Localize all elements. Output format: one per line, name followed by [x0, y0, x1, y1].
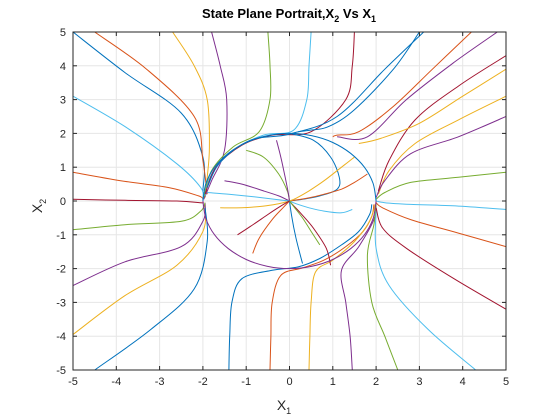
trajectory-line	[73, 204, 207, 335]
title-part2: Vs X	[339, 6, 371, 21]
trajectory-line	[337, 32, 498, 141]
x-tick-label: -1	[241, 376, 251, 388]
y-tick-label: -2	[56, 264, 66, 276]
x-axis-label-main: X	[277, 397, 287, 413]
x-tick-label: 4	[460, 376, 466, 388]
x-ticks: -5 -4 -3 -2 -1 0 1 2 3 4 5	[68, 32, 509, 388]
trajectory-line	[308, 204, 376, 370]
trajectory-line	[289, 156, 355, 202]
y-tick-label: -3	[56, 297, 66, 309]
trajectory-line	[375, 171, 506, 200]
trajectory-line	[94, 207, 209, 370]
trajectory-line	[289, 200, 303, 264]
y-tick-label: 4	[60, 61, 66, 73]
y-axis-label-subscript: 2	[38, 199, 48, 204]
title-part1: State Plane Portrait,X	[202, 6, 335, 21]
x-tick-label: 3	[416, 376, 422, 388]
trajectory-line	[377, 55, 506, 192]
x-axis-label-subscript: 1	[286, 406, 291, 416]
trajectory-line	[228, 204, 373, 370]
y-ticks: -5 -4 -3 -2 -1 0 1 2 3 4 5	[56, 27, 506, 377]
y-tick-label: -4	[56, 331, 66, 343]
trajectory-line	[203, 32, 228, 200]
trajectory-line	[73, 95, 204, 200]
x-tick-label: 1	[330, 376, 336, 388]
y-axis-label: X2	[29, 199, 48, 213]
trajectory-line	[375, 207, 506, 310]
trajectory-line	[375, 200, 506, 210]
y-axis-label-main: X	[29, 203, 45, 213]
trajectory-line	[252, 200, 290, 254]
trajectory-line	[289, 173, 368, 202]
trajectory-line	[224, 180, 290, 202]
trajectory-line	[358, 68, 506, 144]
trajectory-line	[374, 211, 477, 370]
y-tick-label: 0	[60, 196, 66, 208]
x-tick-label: -2	[198, 376, 208, 388]
x-tick-label: 5	[503, 376, 509, 388]
y-tick-label: -5	[56, 365, 66, 377]
trajectory-curves	[73, 32, 506, 370]
trajectory-line	[237, 200, 290, 236]
trajectory-line	[94, 32, 208, 195]
trajectory-line	[203, 32, 272, 198]
trajectory-line	[366, 204, 399, 370]
x-tick-label: -4	[111, 376, 121, 388]
trajectory-line	[220, 200, 290, 209]
y-tick-label: -1	[56, 230, 66, 242]
title-subscript-2: 1	[371, 14, 376, 24]
chart-title: State Plane Portrait,X2 Vs X1	[202, 6, 376, 24]
x-axis-label: X1	[277, 397, 291, 416]
trajectory-line	[207, 192, 290, 202]
trajectory-line	[289, 200, 321, 246]
trajectory-line	[298, 32, 420, 133]
x-tick-label: -3	[155, 376, 165, 388]
y-tick-label: 5	[60, 27, 66, 39]
trajectory-line	[375, 116, 506, 198]
trajectory-line	[377, 95, 506, 195]
x-tick-label: -5	[68, 376, 78, 388]
x-tick-label: 2	[373, 376, 379, 388]
x-tick-label: 0	[286, 376, 292, 388]
trajectory-line	[202, 200, 377, 270]
y-tick-label: 1	[60, 162, 66, 174]
trajectory-line	[202, 132, 377, 202]
trajectory-line	[73, 171, 204, 200]
trajectory-line	[332, 32, 472, 138]
trajectory-line	[206, 32, 425, 188]
y-tick-label: 2	[60, 128, 66, 140]
trajectory-line	[340, 202, 377, 370]
y-tick-label: 3	[60, 95, 66, 107]
trajectory-line	[276, 140, 290, 202]
trajectory-line	[73, 202, 206, 231]
trajectory-line	[289, 200, 353, 214]
title-subscript-1: 2	[334, 14, 339, 24]
trajectory-line	[375, 202, 506, 248]
